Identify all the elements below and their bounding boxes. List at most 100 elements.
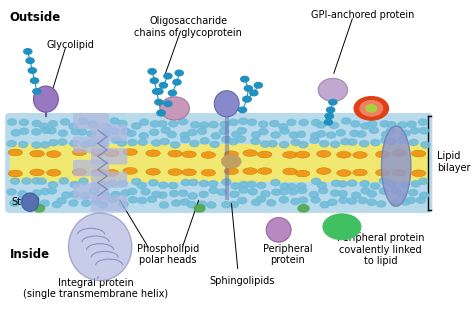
Circle shape (81, 193, 90, 199)
Circle shape (10, 178, 19, 184)
Circle shape (7, 141, 16, 147)
Circle shape (11, 130, 20, 136)
Circle shape (325, 113, 333, 119)
Circle shape (121, 190, 130, 196)
Circle shape (209, 181, 218, 187)
Circle shape (138, 139, 147, 145)
Text: Lipid
bilayer: Lipid bilayer (437, 151, 470, 173)
Circle shape (381, 137, 390, 143)
Circle shape (40, 188, 50, 195)
Circle shape (158, 121, 167, 127)
Circle shape (360, 101, 383, 116)
Circle shape (329, 99, 337, 105)
Circle shape (179, 119, 188, 125)
Circle shape (199, 191, 208, 197)
Circle shape (401, 130, 410, 136)
Circle shape (137, 182, 146, 188)
Ellipse shape (411, 150, 426, 157)
Circle shape (99, 141, 108, 147)
Circle shape (91, 198, 100, 204)
Circle shape (267, 200, 276, 206)
Circle shape (279, 188, 288, 195)
Circle shape (320, 201, 329, 208)
Circle shape (367, 191, 376, 197)
Circle shape (101, 192, 110, 198)
Circle shape (311, 178, 320, 184)
Circle shape (181, 180, 191, 186)
Circle shape (172, 200, 181, 206)
Ellipse shape (46, 169, 61, 176)
Circle shape (91, 183, 100, 189)
FancyBboxPatch shape (91, 171, 127, 188)
Circle shape (170, 190, 179, 197)
Circle shape (289, 132, 298, 138)
Ellipse shape (91, 169, 106, 176)
Circle shape (188, 193, 197, 199)
Ellipse shape (317, 168, 331, 175)
Ellipse shape (46, 151, 61, 158)
Circle shape (128, 139, 137, 146)
Ellipse shape (68, 213, 132, 281)
Circle shape (330, 141, 339, 147)
Circle shape (401, 199, 410, 205)
Circle shape (132, 179, 141, 185)
Circle shape (79, 178, 88, 184)
Circle shape (357, 131, 366, 137)
Circle shape (279, 197, 288, 203)
Circle shape (268, 141, 277, 147)
Ellipse shape (317, 150, 331, 157)
Circle shape (287, 119, 296, 125)
Circle shape (158, 192, 167, 198)
Circle shape (24, 49, 32, 54)
Ellipse shape (34, 86, 58, 112)
Ellipse shape (73, 169, 87, 176)
Circle shape (409, 139, 418, 146)
Circle shape (101, 130, 110, 137)
Ellipse shape (105, 150, 119, 157)
Circle shape (280, 183, 289, 189)
Circle shape (337, 130, 346, 136)
Circle shape (317, 122, 326, 128)
Ellipse shape (375, 151, 390, 158)
Text: Oligosaccharide
chains of glycoprotein: Oligosaccharide chains of glycoprotein (134, 16, 242, 38)
Text: Peripheral
protein: Peripheral protein (263, 244, 312, 265)
Circle shape (160, 202, 169, 208)
Circle shape (251, 132, 260, 138)
Circle shape (200, 180, 209, 187)
Circle shape (325, 113, 333, 119)
Ellipse shape (160, 97, 190, 120)
FancyBboxPatch shape (91, 125, 127, 141)
Circle shape (57, 198, 66, 204)
Circle shape (78, 129, 87, 135)
Circle shape (319, 188, 328, 194)
Circle shape (70, 191, 79, 197)
Circle shape (150, 129, 159, 135)
Circle shape (338, 191, 347, 197)
Circle shape (411, 181, 420, 187)
Ellipse shape (382, 126, 411, 206)
Circle shape (231, 183, 240, 189)
Circle shape (339, 197, 348, 203)
Circle shape (141, 189, 150, 195)
Circle shape (69, 200, 78, 206)
Circle shape (379, 188, 388, 194)
Circle shape (272, 189, 281, 195)
Text: Glycolipid: Glycolipid (47, 40, 95, 50)
Circle shape (311, 120, 320, 126)
Circle shape (419, 119, 428, 125)
Circle shape (310, 133, 320, 139)
Ellipse shape (243, 150, 257, 156)
Circle shape (379, 178, 389, 184)
Circle shape (33, 89, 41, 94)
Circle shape (247, 181, 256, 188)
Circle shape (179, 190, 188, 196)
Circle shape (238, 107, 246, 113)
Circle shape (287, 184, 296, 190)
Circle shape (409, 189, 418, 196)
Ellipse shape (224, 168, 238, 175)
Ellipse shape (337, 170, 351, 176)
Circle shape (181, 199, 190, 205)
Circle shape (391, 187, 401, 193)
Ellipse shape (353, 152, 367, 159)
Circle shape (406, 197, 415, 203)
